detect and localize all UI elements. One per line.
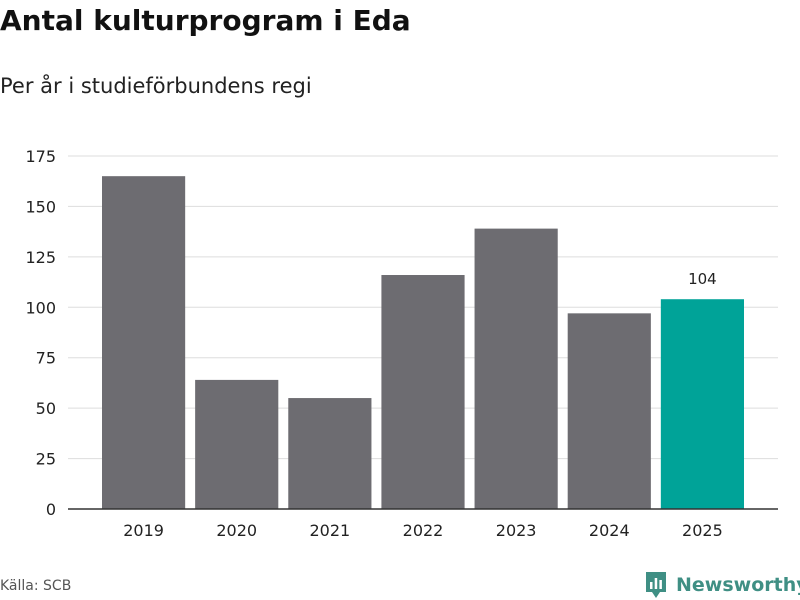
x-tick-label: 2025 [682, 521, 723, 540]
source-note: Källa: SCB [0, 578, 72, 594]
newsworthy-logo-icon [646, 572, 666, 598]
bar [567, 313, 651, 509]
y-tick-label: 125 [25, 248, 56, 267]
bar [288, 398, 372, 509]
bar [474, 228, 558, 510]
x-tick-label: 2021 [310, 521, 351, 540]
x-tick-label: 2024 [589, 521, 630, 540]
x-tick-label: 2022 [403, 521, 444, 540]
bar [195, 379, 279, 509]
x-tick-label: 2023 [496, 521, 537, 540]
brand-logo: Newsworthy [644, 570, 800, 600]
data-label: 104 [688, 270, 717, 288]
bar [381, 275, 465, 509]
bar [102, 176, 186, 509]
y-tick-label: 25 [36, 450, 56, 469]
chart-title: Antal kulturprogram i Eda [0, 4, 411, 37]
brand-name: Newsworthy [676, 574, 800, 596]
chart-subtitle: Per år i studieförbundens regi [0, 74, 312, 98]
x-tick-label: 2019 [123, 521, 164, 540]
y-tick-label: 75 [36, 349, 56, 368]
y-tick-label: 150 [25, 197, 56, 216]
y-tick-label: 175 [25, 147, 56, 166]
x-tick-label: 2020 [216, 521, 257, 540]
y-tick-label: 50 [36, 399, 56, 418]
bar [660, 299, 744, 509]
y-tick-label: 0 [46, 500, 56, 519]
y-tick-label: 100 [25, 298, 56, 317]
